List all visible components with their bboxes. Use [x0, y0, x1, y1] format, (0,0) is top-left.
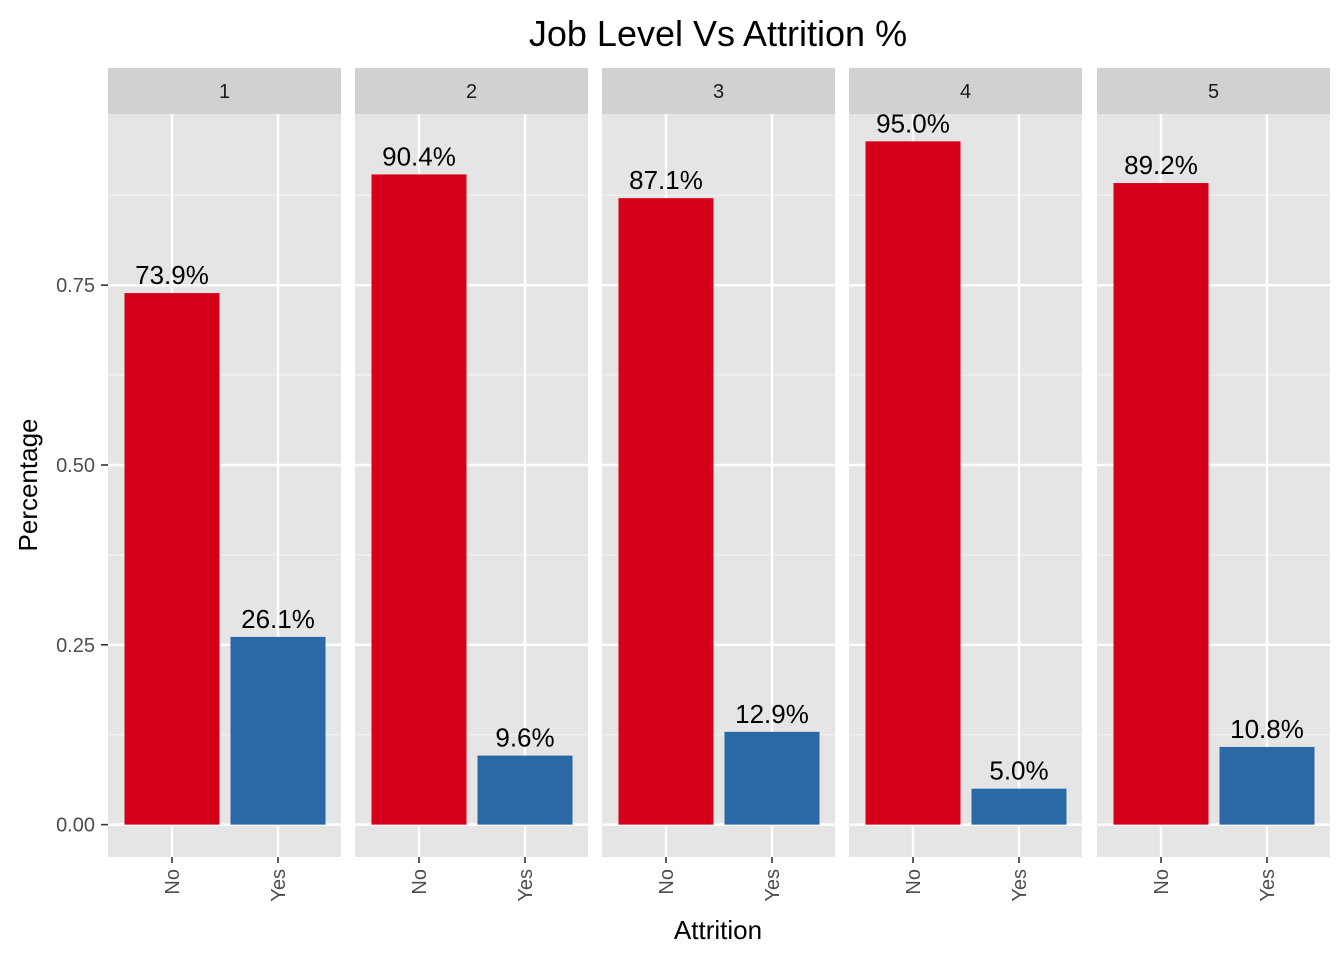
bar-3-yes	[725, 732, 820, 825]
bar-5-yes	[1220, 747, 1315, 825]
chart-title: Job Level Vs Attrition %	[529, 13, 907, 54]
bar-data-label: 5.0%	[989, 756, 1048, 786]
x-tick-label: Yes	[515, 869, 537, 902]
facet-panel-5: 5 89.2% No 10.8% Yes	[1097, 68, 1330, 902]
x-tick-label: No	[1151, 869, 1173, 895]
x-tick-label: No	[903, 869, 925, 895]
bar-1-no	[125, 293, 220, 825]
bar-1-yes	[231, 637, 326, 825]
y-tick-label: 0.00	[56, 815, 95, 837]
facet-panel-1: 1 73.9% No 26.1% Yes	[108, 68, 341, 902]
bar-data-label: 12.9%	[735, 699, 809, 729]
bar-data-label: 89.2%	[1124, 150, 1198, 180]
bar-5-no	[1114, 183, 1209, 825]
facet-strip-label: 3	[713, 81, 724, 103]
y-axis: 0.00 0.25 0.50 0.75	[56, 275, 108, 836]
bar-data-label: 26.1%	[241, 604, 315, 634]
bar-2-no	[372, 174, 467, 824]
bar-data-label: 73.9%	[135, 260, 209, 290]
facet-strip-label: 4	[960, 81, 971, 103]
facet-strip-label: 2	[466, 81, 477, 103]
facet-panel-4: 4 95.0% No 5.0% Yes	[849, 68, 1082, 902]
facet-panel-2: 2 90.4% No 9.6% Yes	[355, 68, 588, 902]
bar-data-label: 95.0%	[876, 108, 950, 138]
bar-2-yes	[478, 756, 573, 825]
x-tick-label: No	[162, 869, 184, 895]
bar-data-label: 90.4%	[382, 141, 456, 171]
x-tick-label: Yes	[1257, 869, 1279, 902]
y-tick-label: 0.75	[56, 275, 95, 297]
bar-data-label: 9.6%	[495, 723, 554, 753]
x-tick-label: Yes	[1009, 869, 1031, 902]
x-axis-title: Attrition	[674, 915, 762, 945]
facet-panel-3: 3 87.1% No 12.9% Yes	[602, 68, 835, 902]
y-axis-title: Percentage	[13, 419, 43, 552]
facet-strip-label: 1	[219, 81, 230, 103]
bar-4-no	[866, 141, 961, 824]
bar-data-label: 87.1%	[629, 165, 703, 195]
x-tick-label: No	[656, 869, 678, 895]
y-tick-label: 0.25	[56, 635, 95, 657]
facet-strip-label: 5	[1208, 81, 1219, 103]
facet-panels: 173.9%No26.1%Yes290.4%No9.6%Yes387.1%No1…	[108, 68, 1330, 902]
x-tick-label: No	[409, 869, 431, 895]
x-tick-label: Yes	[762, 869, 784, 902]
y-tick-label: 0.50	[56, 455, 95, 477]
x-tick-label: Yes	[268, 869, 290, 902]
bar-4-yes	[972, 789, 1067, 825]
bar-data-label: 10.8%	[1230, 714, 1304, 744]
bar-3-no	[619, 198, 714, 824]
